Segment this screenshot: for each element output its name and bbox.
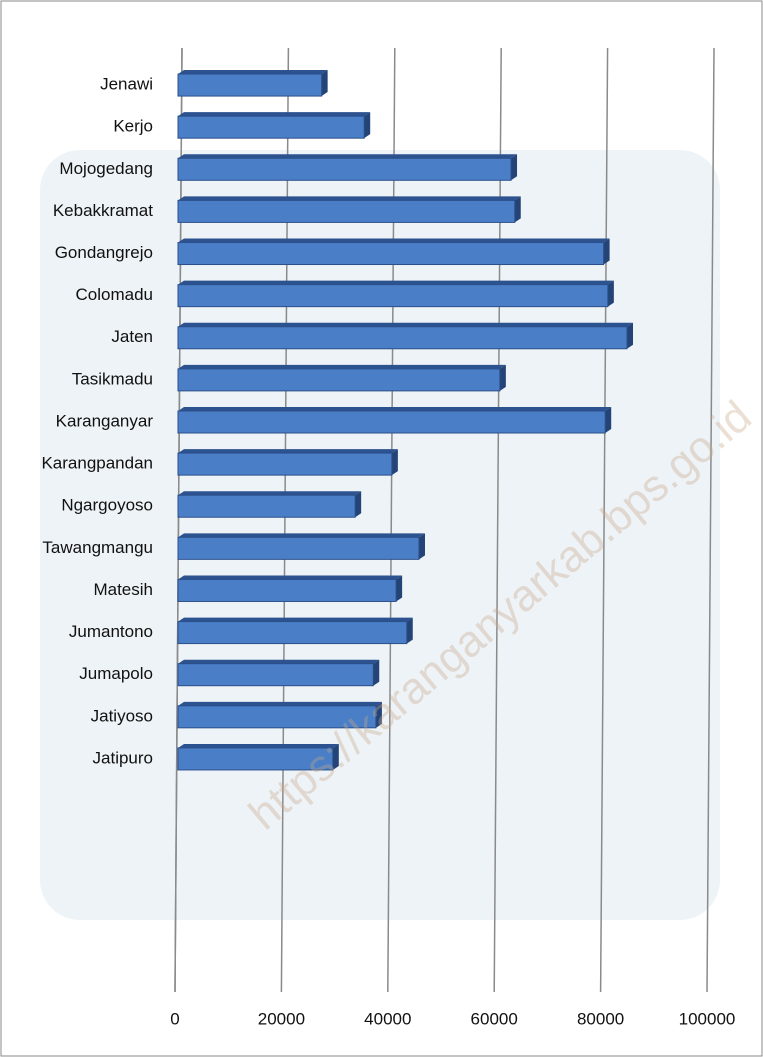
bar bbox=[177, 621, 408, 645]
bar bbox=[177, 284, 609, 308]
y-tick-label: Karangpandan bbox=[41, 454, 153, 473]
bar bbox=[177, 663, 374, 687]
bar-side bbox=[364, 112, 371, 139]
bar-top bbox=[178, 280, 614, 285]
bar bbox=[177, 199, 516, 223]
bar-side bbox=[355, 491, 362, 518]
x-tick-label: 40000 bbox=[364, 1009, 411, 1028]
x-tick-label: 20000 bbox=[258, 1009, 305, 1028]
bar-side bbox=[418, 533, 425, 560]
bar bbox=[177, 115, 365, 139]
bar-top bbox=[178, 701, 382, 706]
bar-top bbox=[178, 322, 634, 327]
bar bbox=[177, 705, 377, 729]
y-tick-label: Jenawi bbox=[100, 75, 153, 94]
bar-side bbox=[396, 575, 403, 602]
bar-top bbox=[178, 112, 371, 117]
bar-top bbox=[178, 449, 398, 454]
y-tick-label: Tasikmadu bbox=[72, 369, 153, 388]
bar-side bbox=[627, 322, 634, 349]
bar-side bbox=[603, 238, 610, 265]
bar bbox=[177, 494, 356, 518]
bar bbox=[177, 242, 605, 266]
bar bbox=[177, 747, 334, 771]
bar-top bbox=[178, 491, 362, 496]
bar-top bbox=[178, 575, 403, 580]
y-tick-label: Jumantono bbox=[69, 622, 153, 641]
y-tick-label: Gondangrejo bbox=[55, 243, 153, 262]
bar bbox=[177, 410, 606, 434]
y-tick-label: Karanganyar bbox=[56, 411, 154, 430]
bar-top bbox=[178, 743, 339, 748]
bar bbox=[177, 157, 512, 181]
y-tick-label: Tawangmangu bbox=[42, 538, 153, 557]
bar bbox=[177, 326, 628, 350]
bar-top bbox=[178, 196, 521, 201]
bar bbox=[177, 368, 501, 392]
bar-top bbox=[178, 617, 413, 622]
y-tick-label: Jumapolo bbox=[79, 664, 153, 683]
x-tick-label: 60000 bbox=[471, 1009, 518, 1028]
bar-side bbox=[511, 154, 518, 181]
y-tick-label: Kerjo bbox=[113, 117, 153, 136]
bar bbox=[177, 452, 393, 476]
y-tick-label: Jatipuro bbox=[93, 748, 153, 767]
y-tick-label: Jatiyoso bbox=[91, 706, 153, 725]
bar bbox=[177, 578, 397, 602]
x-tick-label: 80000 bbox=[577, 1009, 624, 1028]
bar-side bbox=[391, 449, 398, 476]
bar-top bbox=[178, 364, 506, 369]
y-tick-label: Jaten bbox=[111, 327, 153, 346]
bar-top bbox=[178, 659, 380, 664]
bar bbox=[177, 536, 420, 560]
x-tick-label: 0 bbox=[170, 1009, 179, 1028]
bar-side bbox=[607, 280, 614, 307]
bar-top bbox=[178, 407, 612, 411]
x-tick-label: 100000 bbox=[679, 1009, 736, 1028]
bar-top bbox=[178, 533, 425, 538]
bar-top bbox=[178, 70, 328, 75]
bar-side bbox=[605, 407, 612, 433]
bar-side bbox=[514, 196, 521, 223]
bar-side bbox=[321, 70, 328, 97]
bar-top bbox=[178, 238, 610, 243]
bar-side bbox=[332, 743, 339, 770]
y-tick-label: Kebakkramat bbox=[53, 201, 153, 220]
y-tick-label: Matesih bbox=[93, 580, 153, 599]
y-tick-label: Colomadu bbox=[76, 285, 154, 304]
bar-side bbox=[499, 364, 506, 391]
bar-side bbox=[406, 617, 413, 644]
bar-top bbox=[178, 154, 518, 159]
bar-side bbox=[375, 701, 382, 728]
bar bbox=[177, 73, 323, 97]
y-tick-label: Ngargoyoso bbox=[61, 496, 153, 515]
grid-line bbox=[599, 47, 609, 993]
bar-side bbox=[373, 659, 380, 686]
grid-line bbox=[706, 47, 715, 993]
y-tick-label: Mojogedang bbox=[59, 159, 153, 178]
